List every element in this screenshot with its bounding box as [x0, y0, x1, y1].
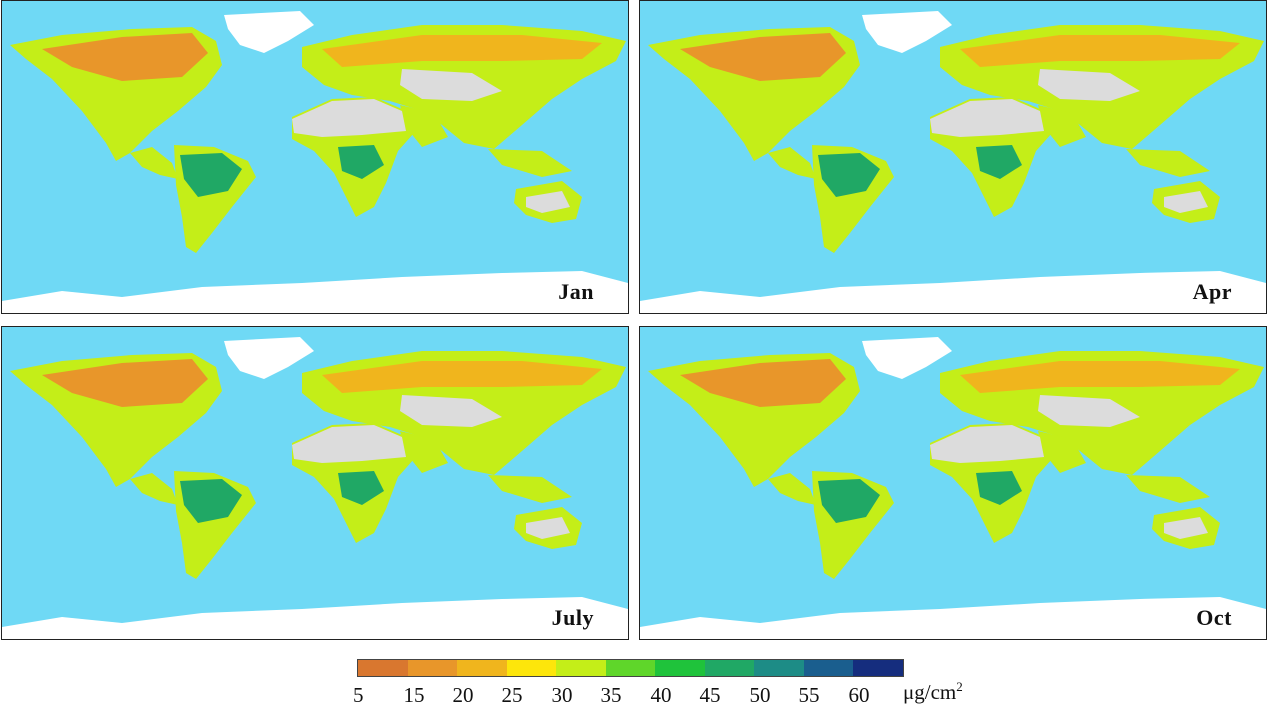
colorbar-swatch: [407, 660, 457, 676]
australian-desert-region: [1164, 191, 1208, 213]
antarctica-landmass: [2, 271, 628, 313]
sahara-region: [930, 99, 1044, 137]
map-panel-apr: Apr: [639, 0, 1267, 314]
amazon-region: [180, 479, 242, 523]
indonesia-landmass: [488, 149, 572, 177]
colorbar-swatch: [853, 660, 903, 676]
antarctica-landmass: [640, 597, 1266, 639]
arabia-landmass: [400, 431, 448, 473]
colorbar: [357, 659, 904, 677]
canada-region: [42, 33, 208, 81]
congo-region: [976, 471, 1022, 505]
greenland-landmass: [862, 11, 952, 53]
colorbar-tick-label: 35: [600, 683, 622, 707]
amazon-region: [180, 153, 242, 197]
unit-label: μg/cm2: [903, 679, 963, 704]
sahara-region: [292, 99, 406, 137]
central-asia-region: [400, 69, 502, 101]
colorbar-tick-label: 20: [452, 683, 474, 707]
map-panel-jan: Jan: [1, 0, 629, 314]
colorbar-tick-label: 45: [699, 683, 721, 707]
arabia-landmass: [1038, 431, 1086, 473]
antarctica-landmass: [640, 271, 1266, 313]
arabia-landmass: [400, 105, 448, 147]
world-map: [640, 11, 1266, 313]
congo-region: [976, 145, 1022, 179]
colorbar-swatch: [655, 660, 705, 676]
canada-region: [680, 359, 846, 407]
panel-label: Oct: [1196, 605, 1232, 630]
colorbar-swatch: [358, 660, 408, 676]
panel-label: July: [551, 605, 594, 630]
amazon-region: [818, 479, 880, 523]
arabia-landmass: [1038, 105, 1086, 147]
colorbar-tick-label: 55: [798, 683, 820, 707]
indonesia-landmass: [1126, 475, 1210, 503]
australian-desert-region: [526, 517, 570, 539]
central-america-landmass: [130, 147, 178, 179]
colorbar-tick-label: 5: [353, 683, 364, 707]
colorbar-swatch: [457, 660, 507, 676]
indonesia-landmass: [1126, 149, 1210, 177]
central-america-landmass: [768, 147, 816, 179]
canada-region: [42, 359, 208, 407]
map-panel-oct: Oct: [639, 326, 1267, 640]
australian-desert-region: [1164, 517, 1208, 539]
colorbar-swatch: [704, 660, 754, 676]
canada-region: [680, 33, 846, 81]
colorbar-swatch: [506, 660, 556, 676]
central-asia-region: [1038, 395, 1140, 427]
map-panel-july: July: [1, 326, 629, 640]
central-asia-region: [1038, 69, 1140, 101]
congo-region: [338, 471, 384, 505]
sahara-region: [292, 425, 406, 463]
boreal-region: [960, 361, 1240, 393]
colorbar-swatch: [605, 660, 655, 676]
colorbar-swatch: [803, 660, 853, 676]
colorbar-swatch: [556, 660, 606, 676]
antarctica-landmass: [2, 597, 628, 639]
panel-label: Jan: [558, 279, 594, 304]
colorbar-tick-label: 30: [551, 683, 573, 707]
amazon-region: [818, 153, 880, 197]
world-map: [2, 337, 628, 639]
colorbar-swatch: [754, 660, 804, 676]
indonesia-landmass: [488, 475, 572, 503]
australian-desert-region: [526, 191, 570, 213]
colorbar-tick-label: 40: [650, 683, 672, 707]
sahara-region: [930, 425, 1044, 463]
boreal-region: [322, 35, 602, 67]
central-america-landmass: [130, 473, 178, 505]
colorbar-tick-label: 50: [749, 683, 771, 707]
greenland-landmass: [862, 337, 952, 379]
colorbar-tick-label: 25: [501, 683, 523, 707]
congo-region: [338, 145, 384, 179]
central-america-landmass: [768, 473, 816, 505]
colorbar-tick-label: 15: [403, 683, 425, 707]
world-map: [640, 337, 1266, 639]
colorbar-tick-label: 60: [848, 683, 870, 707]
boreal-region: [960, 35, 1240, 67]
greenland-landmass: [224, 11, 314, 53]
central-asia-region: [400, 395, 502, 427]
greenland-landmass: [224, 337, 314, 379]
world-map: [2, 11, 628, 313]
color-legend: 5 15 20 25 30 35 40 45 50 55 60 μg/cm2: [353, 659, 977, 719]
boreal-region: [322, 361, 602, 393]
panel-label: Apr: [1192, 279, 1232, 304]
